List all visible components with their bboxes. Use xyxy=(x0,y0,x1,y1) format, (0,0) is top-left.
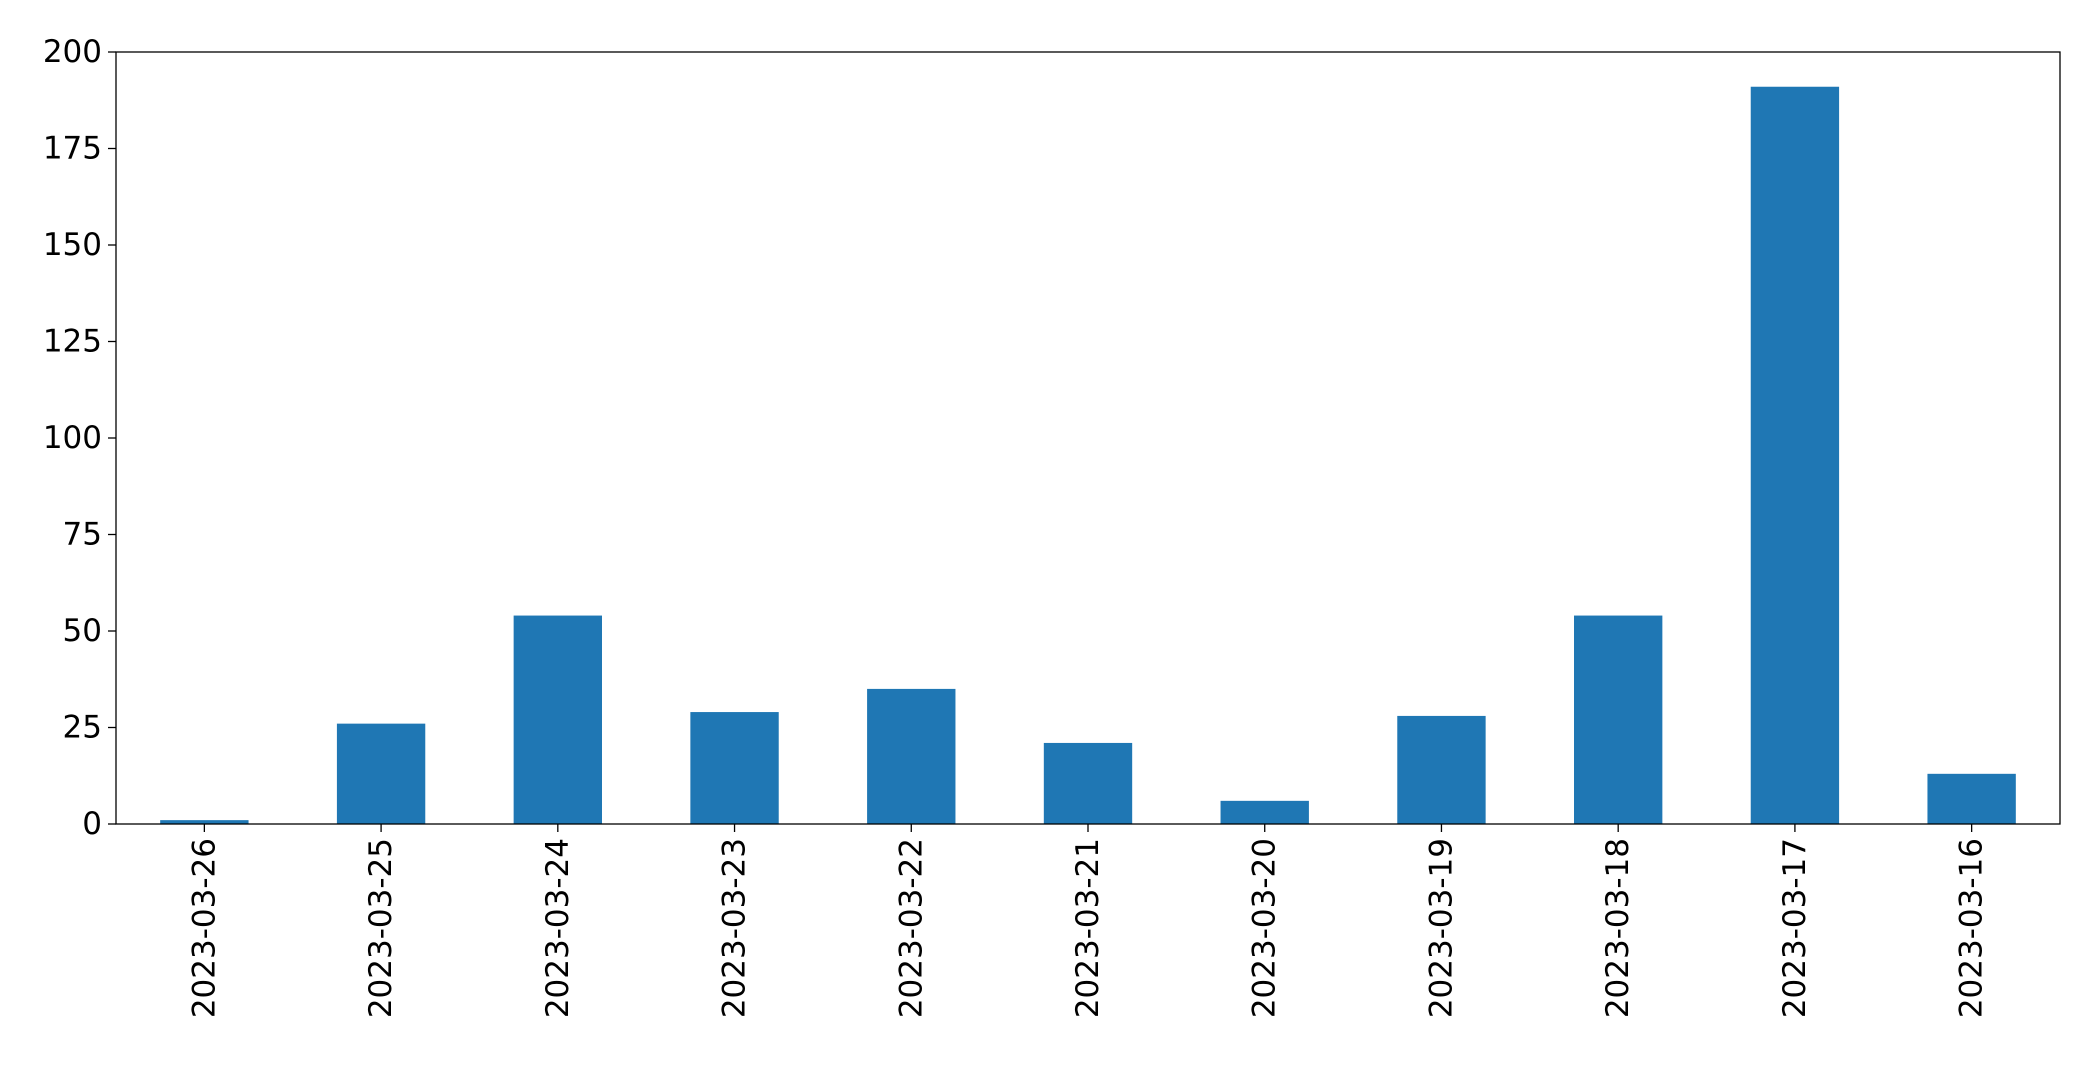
bar-2023-03-21 xyxy=(1043,742,1133,824)
y-tick-label-175: 175 xyxy=(43,131,102,167)
bar-2023-03-25 xyxy=(336,723,426,824)
x-axis: 2023-03-26 2023-03-25 2023-03-24 2023-03-23… xyxy=(186,824,1990,1018)
y-tick-label-100: 100 xyxy=(43,420,102,456)
bar-2023-03-22 xyxy=(867,688,956,824)
y-tick-label-150: 150 xyxy=(43,227,102,263)
y-tick-label-50: 50 xyxy=(63,613,102,649)
y-tick-label-125: 125 xyxy=(43,324,102,360)
x-tick-label-2023-03-25: 2023-03-25 xyxy=(363,838,399,1018)
x-tick-label-2023-03-22: 2023-03-22 xyxy=(893,838,929,1018)
bar-2023-03-17 xyxy=(1750,86,1840,825)
x-tick-label-2023-03-23: 2023-03-23 xyxy=(717,838,753,1018)
x-tick-label-2023-03-18: 2023-03-18 xyxy=(1600,838,1636,1018)
x-tick-label-2023-03-19: 2023-03-19 xyxy=(1423,838,1459,1018)
x-tick-label-2023-03-20: 2023-03-20 xyxy=(1247,838,1283,1018)
y-tick-label-200: 200 xyxy=(43,34,102,70)
y-tick-label-25: 25 xyxy=(63,710,102,746)
bar-2023-03-23 xyxy=(690,712,779,824)
y-tick-label-75: 75 xyxy=(63,517,102,553)
bar-2023-03-24 xyxy=(513,615,602,824)
bar-2023-03-19 xyxy=(1397,715,1486,824)
x-tick-label-2023-03-16: 2023-03-16 xyxy=(1954,838,1990,1018)
bar-2023-03-20 xyxy=(1220,800,1309,824)
x-tick-label-2023-03-17: 2023-03-17 xyxy=(1777,838,1813,1018)
y-axis: 0 25 50 75 100 125 150 175 200 xyxy=(43,34,116,842)
bar-2023-03-18 xyxy=(1574,615,1663,824)
plot-frame xyxy=(115,51,2061,825)
bars-layer xyxy=(160,86,2016,825)
bar-2023-03-26 xyxy=(160,820,249,824)
bar-2023-03-16 xyxy=(1927,773,2016,824)
y-tick-label-0: 0 xyxy=(82,806,102,842)
x-tick-label-2023-03-21: 2023-03-21 xyxy=(1070,838,1106,1018)
x-tick-label-2023-03-26: 2023-03-26 xyxy=(186,838,222,1018)
x-tick-label-2023-03-24: 2023-03-24 xyxy=(540,838,576,1018)
